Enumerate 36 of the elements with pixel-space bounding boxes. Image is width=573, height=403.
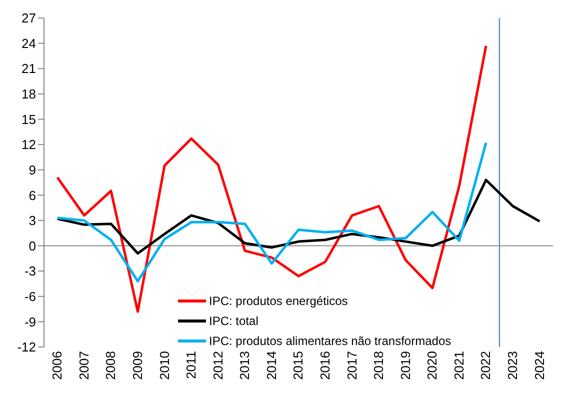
legend-label: IPC: produtos alimentares não transformados: [209, 333, 452, 350]
y-tick-label: 21: [22, 61, 36, 76]
y-tick-label: 0: [28, 238, 36, 254]
y-tick-label: 3: [28, 213, 36, 228]
x-tick-label: 2024: [532, 351, 547, 380]
x-tick-label: 2023: [505, 351, 520, 380]
y-tick-label: 24: [22, 36, 36, 51]
legend-label: IPC: produtos energéticos: [209, 293, 348, 310]
x-tick-label: 2014: [264, 351, 279, 380]
x-tick-label: 2011: [184, 351, 199, 379]
x-tick-label: 2007: [76, 351, 92, 380]
y-tick-label: 12: [22, 137, 36, 152]
y-tick-label: -6: [24, 289, 36, 304]
x-tick-label: 2012: [210, 351, 226, 380]
x-tick-label: 2022: [478, 351, 494, 380]
legend-label: IPC: total: [209, 313, 258, 330]
y-tick-label: 18: [22, 86, 36, 102]
y-tick-label: 6: [28, 188, 36, 203]
y-tick-label: -9: [24, 314, 36, 330]
x-tick-label: 2017: [344, 351, 360, 380]
y-tick-label: 15: [22, 112, 36, 127]
x-tick-label: 2019: [398, 351, 413, 380]
x-tick-label: 2006: [50, 351, 65, 380]
y-tick-label: 27: [22, 10, 36, 26]
y-tick-label: 9: [28, 162, 36, 178]
x-tick-label: 2018: [371, 351, 386, 380]
x-tick-label: 2021: [451, 351, 466, 380]
y-tick-label: -12: [17, 340, 36, 355]
x-tick-label: 2020: [424, 351, 440, 380]
x-tick-label: 2013: [237, 351, 252, 380]
x-tick-label: 2009: [130, 351, 145, 380]
y-tick-label: -3: [24, 264, 36, 279]
x-tick-label: 2015: [290, 351, 306, 380]
x-tick-label: 2016: [318, 351, 333, 380]
x-tick-label: 2010: [156, 351, 172, 380]
x-tick-label: 2008: [103, 351, 118, 380]
